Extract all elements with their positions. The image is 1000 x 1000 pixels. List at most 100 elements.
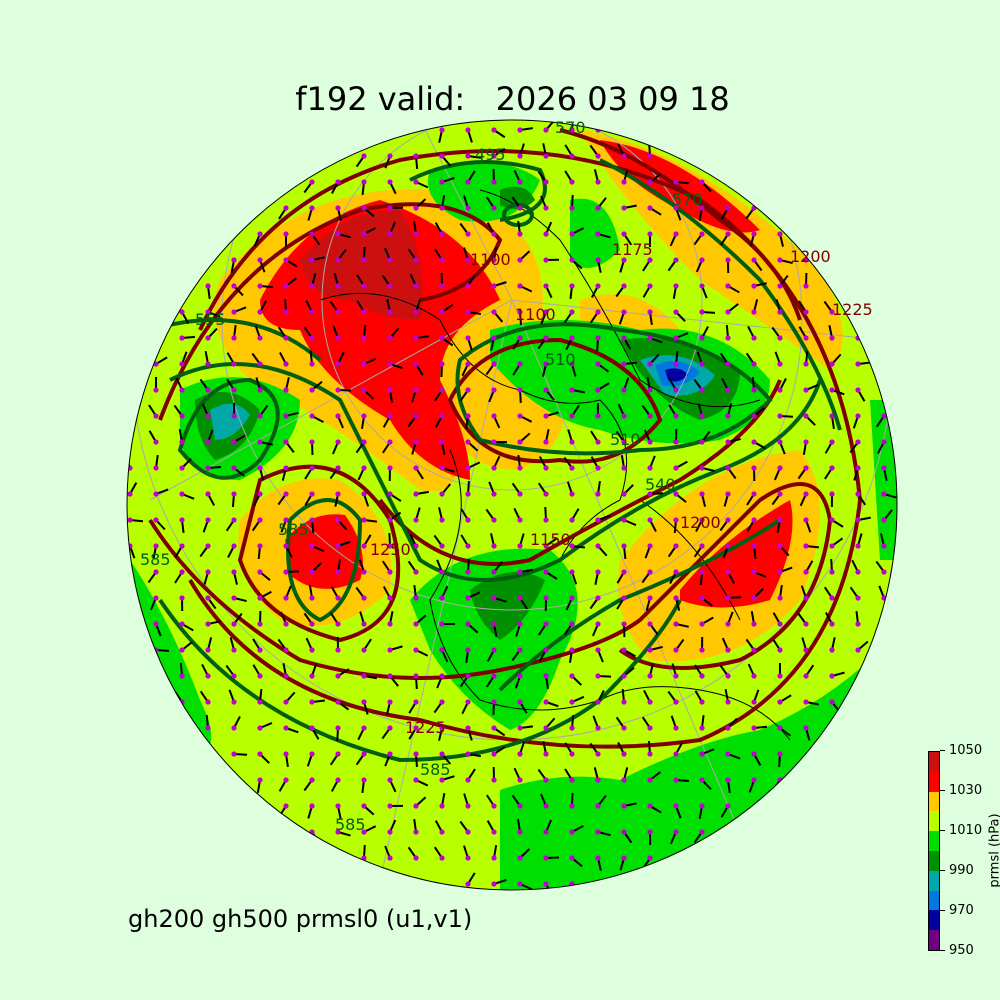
wind-barb-dot	[231, 465, 237, 471]
wind-barb-dot	[205, 595, 211, 601]
wind-barb-dot	[309, 387, 315, 393]
gh200-label: 1225	[405, 718, 446, 737]
wind-barb-dot	[673, 179, 679, 185]
wind-barb-dot	[595, 361, 601, 367]
contour-label-group: 1100 1100 1150 1175 1200 1200 1225 1250 …	[140, 118, 873, 834]
wind-barb-dot	[699, 387, 705, 393]
wind-barb-dot	[387, 829, 393, 835]
wind-barb-dot	[751, 283, 757, 289]
wind-barb-dot	[439, 517, 445, 523]
wind-barb-dot	[777, 309, 783, 315]
wind-barb-dot	[309, 569, 315, 575]
wind-barb-dot	[387, 569, 393, 575]
wind-barb-dot	[257, 647, 263, 653]
wind-barb-dot	[569, 699, 575, 705]
wind-barb-dot	[699, 517, 705, 523]
wind-barb-dot	[725, 777, 731, 783]
wind-barb-dot	[595, 517, 601, 523]
wind-barb-dot	[673, 439, 679, 445]
wind-barb-dot	[361, 803, 367, 809]
wind-barb-dot	[517, 283, 523, 289]
wind-barb-dot	[673, 491, 679, 497]
wind-barb-dot	[257, 751, 263, 757]
wind-barb-dot	[855, 387, 861, 393]
wind-barb-dot	[153, 621, 159, 627]
wind-barb-dot	[621, 309, 627, 315]
wind-barb-dot	[595, 647, 601, 653]
wind-barb-dot	[179, 439, 185, 445]
wind-barb-dot	[777, 543, 783, 549]
wind-barb-dot	[257, 673, 263, 679]
wind-barb-dot	[257, 387, 263, 393]
wind-barb-dot	[647, 205, 653, 211]
wind-barb-dot	[621, 439, 627, 445]
wind-barb-dot	[413, 699, 419, 705]
wind-barb-dot	[257, 491, 263, 497]
wind-barb-dot	[231, 751, 237, 757]
wind-barb-dot	[751, 777, 757, 783]
wind-barb-dot	[621, 855, 627, 861]
wind-barb-dot	[179, 361, 185, 367]
wind-barb-dot	[361, 387, 367, 393]
wind-barb-dot	[491, 751, 497, 757]
wind-barb-dot	[257, 257, 263, 263]
wind-barb-dot	[439, 153, 445, 159]
wind-barb-dot	[725, 257, 731, 263]
wind-barb-dot	[283, 465, 289, 471]
wind-barb-dot	[517, 517, 523, 523]
wind-barb-dot	[647, 803, 653, 809]
wind-barb-dot	[569, 673, 575, 679]
wind-barb-dot	[517, 231, 523, 237]
wind-barb-dot	[699, 751, 705, 757]
wind-barb-dot	[673, 621, 679, 627]
wind-barb-dot	[361, 777, 367, 783]
wind-barb-dot	[725, 283, 731, 289]
wind-barb-dot	[387, 205, 393, 211]
wind-barb-dot	[543, 777, 549, 783]
wind-barb-dot	[569, 803, 575, 809]
wind-barb-dot	[283, 205, 289, 211]
wind-barb-dot	[673, 283, 679, 289]
colorbar-segment	[929, 752, 939, 772]
wind-barb-dot	[621, 621, 627, 627]
gh500-label: 510	[610, 430, 641, 449]
wind-barb-dot	[621, 777, 627, 783]
wind-barb-dot	[517, 309, 523, 315]
wind-barb-dot	[621, 179, 627, 185]
wind-barb-dot	[517, 803, 523, 809]
wind-barb-dot	[751, 673, 757, 679]
wind-barb-dot	[309, 621, 315, 627]
wind-barb-dot	[543, 335, 549, 341]
wind-barb-dot	[725, 725, 731, 731]
wind-barb-dot	[231, 673, 237, 679]
wind-barb-dot	[465, 829, 471, 835]
wind-barb-dot	[647, 413, 653, 419]
wind-barb-dot	[231, 595, 237, 601]
wind-barb-dot	[621, 491, 627, 497]
wind-barb-dot	[647, 491, 653, 497]
wind-barb-dot	[621, 569, 627, 575]
wind-barb-dot	[413, 205, 419, 211]
wind-barb-dot	[803, 647, 809, 653]
wind-barb-dot	[621, 751, 627, 757]
gh500-label: 570	[555, 118, 586, 137]
wind-barb-dot	[465, 491, 471, 497]
pressure-fill-1050	[300, 210, 423, 320]
wind-barb-dot	[179, 387, 185, 393]
wind-barb-dot	[777, 595, 783, 601]
wind-barb-dot	[465, 205, 471, 211]
wind-barb-dot	[751, 647, 757, 653]
wind-barb-dot	[751, 569, 757, 575]
wind-barb-dot	[283, 699, 289, 705]
wind-barb-dot	[543, 257, 549, 263]
wind-barb-dot	[309, 725, 315, 731]
wind-barb-dot	[881, 543, 887, 549]
wind-barb-dot	[387, 465, 393, 471]
wind-barb-dot	[725, 439, 731, 445]
wind-barb-dot	[465, 855, 471, 861]
wind-barb-dot	[491, 153, 497, 159]
colorbar-segment	[929, 791, 939, 812]
wind-barb-dot	[517, 569, 523, 575]
wind-barb-dot	[465, 751, 471, 757]
wind-barb-dot	[621, 153, 627, 159]
